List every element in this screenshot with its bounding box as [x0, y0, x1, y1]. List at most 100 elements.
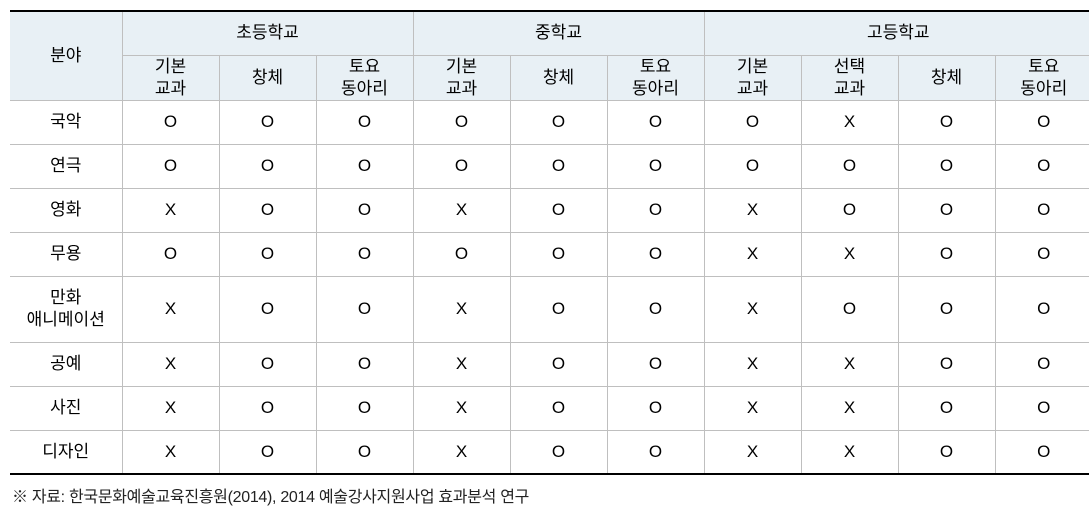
- value-cell: O: [995, 100, 1089, 144]
- value-cell: X: [413, 386, 510, 430]
- table-row: 연극OOOOOOOOOO: [10, 144, 1089, 188]
- value-cell: O: [510, 430, 607, 474]
- value-cell: O: [898, 342, 995, 386]
- value-cell: O: [801, 276, 898, 342]
- value-cell: X: [122, 276, 219, 342]
- value-cell: O: [316, 386, 413, 430]
- value-cell: X: [704, 188, 801, 232]
- value-cell: O: [607, 188, 704, 232]
- value-cell: O: [898, 430, 995, 474]
- subheader-elem-saturday: 토요동아리: [316, 55, 413, 100]
- value-cell: O: [607, 342, 704, 386]
- header-high: 고등학교: [704, 11, 1089, 55]
- value-cell: O: [995, 276, 1089, 342]
- value-cell: X: [122, 430, 219, 474]
- value-cell: O: [413, 100, 510, 144]
- subheader-high-saturday: 토요동아리: [995, 55, 1089, 100]
- value-cell: O: [122, 100, 219, 144]
- value-cell: O: [898, 386, 995, 430]
- value-cell: O: [316, 100, 413, 144]
- value-cell: O: [219, 386, 316, 430]
- value-cell: O: [510, 100, 607, 144]
- value-cell: X: [801, 342, 898, 386]
- value-cell: O: [316, 232, 413, 276]
- value-cell: O: [219, 232, 316, 276]
- source-footnote: ※ 자료: 한국문화예술교육진흥원(2014), 2014 예술강사지원사업 효…: [10, 475, 1079, 509]
- table-row: 공예XOOXOOXXOO: [10, 342, 1089, 386]
- value-cell: O: [898, 144, 995, 188]
- field-cell: 무용: [10, 232, 122, 276]
- value-cell: X: [801, 430, 898, 474]
- value-cell: O: [510, 276, 607, 342]
- value-cell: O: [316, 144, 413, 188]
- subheader-elem-creative: 창체: [219, 55, 316, 100]
- subheader-high-basic: 기본교과: [704, 55, 801, 100]
- value-cell: O: [219, 342, 316, 386]
- value-cell: X: [801, 232, 898, 276]
- value-cell: X: [122, 386, 219, 430]
- value-cell: X: [122, 188, 219, 232]
- value-cell: O: [219, 100, 316, 144]
- value-cell: O: [801, 144, 898, 188]
- value-cell: X: [704, 232, 801, 276]
- value-cell: O: [510, 188, 607, 232]
- value-cell: X: [413, 430, 510, 474]
- value-cell: O: [122, 232, 219, 276]
- value-cell: O: [316, 430, 413, 474]
- table-body: 국악OOOOOOOXOO연극OOOOOOOOOO영화XOOXOOXOOO무용OO…: [10, 100, 1089, 474]
- value-cell: X: [801, 386, 898, 430]
- value-cell: O: [995, 342, 1089, 386]
- value-cell: O: [607, 144, 704, 188]
- data-table: 분야 초등학교 중학교 고등학교 기본교과 창체 토요동아리 기본교과 창체 토…: [10, 10, 1089, 475]
- subheader-mid-saturday: 토요동아리: [607, 55, 704, 100]
- value-cell: O: [704, 144, 801, 188]
- value-cell: X: [704, 386, 801, 430]
- value-cell: O: [316, 276, 413, 342]
- table-header: 분야 초등학교 중학교 고등학교 기본교과 창체 토요동아리 기본교과 창체 토…: [10, 11, 1089, 100]
- field-cell: 사진: [10, 386, 122, 430]
- value-cell: X: [704, 342, 801, 386]
- field-cell: 만화애니메이션: [10, 276, 122, 342]
- value-cell: O: [898, 276, 995, 342]
- value-cell: O: [898, 100, 995, 144]
- table-row: 국악OOOOOOOXOO: [10, 100, 1089, 144]
- value-cell: O: [898, 232, 995, 276]
- value-cell: X: [704, 430, 801, 474]
- subheader-mid-basic: 기본교과: [413, 55, 510, 100]
- subheader-mid-creative: 창체: [510, 55, 607, 100]
- value-cell: O: [607, 430, 704, 474]
- header-middle: 중학교: [413, 11, 704, 55]
- value-cell: O: [607, 232, 704, 276]
- value-cell: X: [413, 276, 510, 342]
- value-cell: O: [510, 232, 607, 276]
- subheader-high-elective: 선택교과: [801, 55, 898, 100]
- value-cell: O: [219, 276, 316, 342]
- table-row: 무용OOOOOOXXOO: [10, 232, 1089, 276]
- field-cell: 국악: [10, 100, 122, 144]
- value-cell: O: [995, 386, 1089, 430]
- value-cell: O: [413, 232, 510, 276]
- value-cell: O: [995, 144, 1089, 188]
- header-field: 분야: [10, 11, 122, 100]
- value-cell: O: [510, 342, 607, 386]
- table-row: 영화XOOXOOXOOO: [10, 188, 1089, 232]
- value-cell: X: [413, 188, 510, 232]
- value-cell: O: [413, 144, 510, 188]
- value-cell: X: [413, 342, 510, 386]
- value-cell: O: [316, 188, 413, 232]
- value-cell: O: [219, 430, 316, 474]
- value-cell: O: [510, 144, 607, 188]
- header-elementary: 초등학교: [122, 11, 413, 55]
- table-row: 디자인XOOXOOXXOO: [10, 430, 1089, 474]
- value-cell: O: [510, 386, 607, 430]
- table-row: 만화애니메이션XOOXOOXOOO: [10, 276, 1089, 342]
- value-cell: O: [898, 188, 995, 232]
- value-cell: O: [219, 188, 316, 232]
- value-cell: O: [607, 100, 704, 144]
- value-cell: X: [122, 342, 219, 386]
- table-row: 사진XOOXOOXXOO: [10, 386, 1089, 430]
- value-cell: O: [801, 188, 898, 232]
- field-cell: 영화: [10, 188, 122, 232]
- value-cell: O: [995, 188, 1089, 232]
- value-cell: X: [801, 100, 898, 144]
